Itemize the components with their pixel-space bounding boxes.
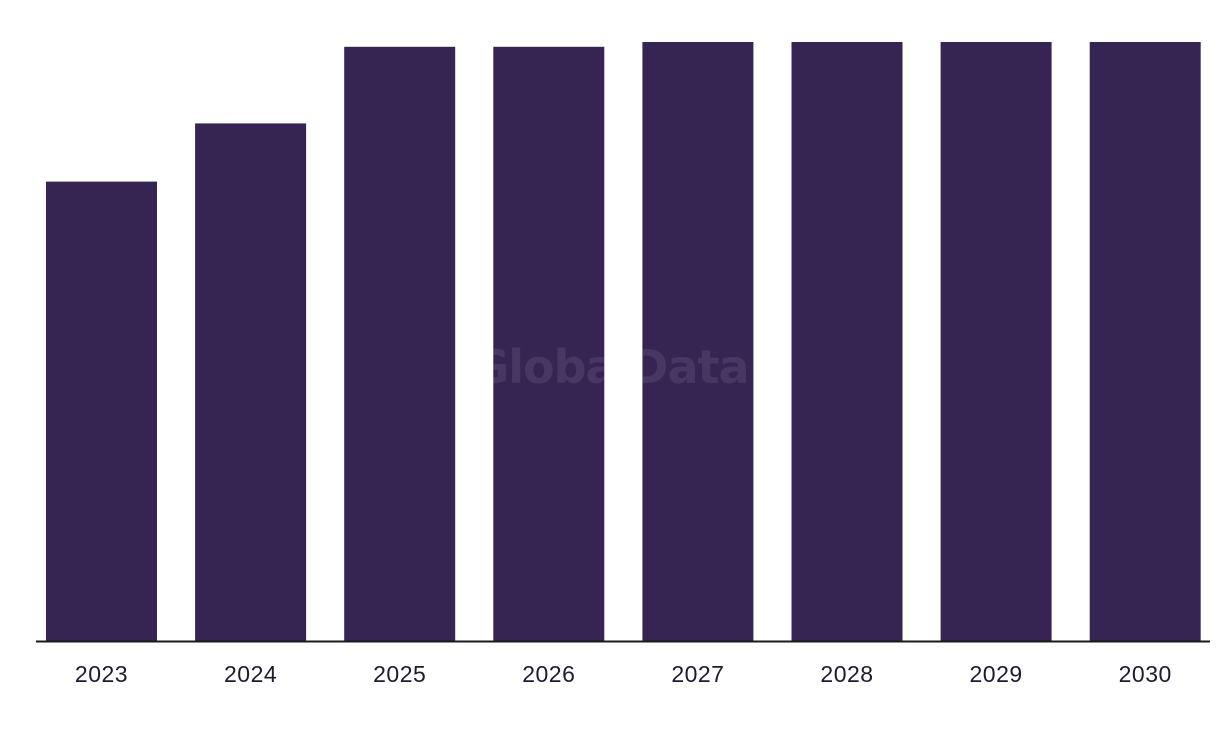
x-tick-label-2029: 2029 bbox=[970, 661, 1023, 687]
bars-group bbox=[46, 42, 1201, 642]
x-tick-label-2023: 2023 bbox=[75, 661, 128, 687]
bar-2028 bbox=[791, 42, 903, 641]
bar-2029 bbox=[940, 42, 1052, 641]
x-tick-label-2026: 2026 bbox=[522, 661, 575, 687]
bar-2030 bbox=[1089, 42, 1201, 641]
bar-2025 bbox=[344, 46, 456, 642]
bar-2024 bbox=[195, 123, 307, 641]
x-tick-label-2025: 2025 bbox=[373, 661, 426, 687]
x-tick-labels: 2023 2024 2025 2026 2027 2028 2029 2030 bbox=[75, 661, 1172, 687]
bar-2027 bbox=[642, 42, 754, 641]
x-tick-label-2027: 2027 bbox=[671, 661, 724, 687]
x-tick-label-2030: 2030 bbox=[1119, 661, 1172, 687]
x-tick-label-2024: 2024 bbox=[224, 661, 277, 687]
bar-2023 bbox=[46, 181, 157, 641]
x-tick-label-2028: 2028 bbox=[820, 661, 873, 687]
bar-2026 bbox=[493, 46, 605, 642]
